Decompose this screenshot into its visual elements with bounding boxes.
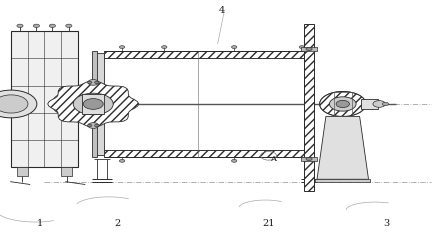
Circle shape <box>83 98 103 109</box>
Circle shape <box>306 157 312 161</box>
Bar <box>361 99 378 109</box>
Text: 21: 21 <box>262 219 275 228</box>
Circle shape <box>232 159 237 162</box>
Circle shape <box>0 90 37 118</box>
Circle shape <box>17 24 23 27</box>
Circle shape <box>88 80 99 85</box>
Text: A: A <box>270 155 276 163</box>
Circle shape <box>87 124 92 127</box>
Circle shape <box>320 92 366 116</box>
Circle shape <box>95 124 99 127</box>
Text: 4: 4 <box>219 6 225 15</box>
Circle shape <box>336 100 349 108</box>
Circle shape <box>95 81 99 84</box>
Circle shape <box>87 81 92 84</box>
Circle shape <box>0 95 28 113</box>
Circle shape <box>329 97 356 111</box>
Circle shape <box>373 101 385 107</box>
Bar <box>304 53 309 155</box>
Bar <box>304 24 314 191</box>
Circle shape <box>88 123 99 128</box>
Bar <box>104 51 304 58</box>
Circle shape <box>232 46 237 49</box>
Circle shape <box>66 24 72 27</box>
Bar <box>17 167 28 176</box>
Circle shape <box>162 46 167 49</box>
Circle shape <box>306 47 312 51</box>
Text: 2: 2 <box>115 219 121 228</box>
Circle shape <box>382 102 388 106</box>
Bar <box>92 51 97 157</box>
Circle shape <box>52 90 103 118</box>
Bar <box>61 167 72 176</box>
Bar <box>11 31 78 167</box>
Circle shape <box>73 93 113 115</box>
Bar <box>301 47 317 51</box>
Bar <box>96 53 104 155</box>
Polygon shape <box>317 116 369 179</box>
Circle shape <box>119 159 125 162</box>
Circle shape <box>33 24 40 27</box>
Circle shape <box>119 46 125 49</box>
Circle shape <box>299 46 305 49</box>
Circle shape <box>61 95 95 113</box>
Polygon shape <box>320 92 366 116</box>
Bar <box>104 150 304 157</box>
Bar <box>82 94 104 114</box>
Bar <box>334 92 352 116</box>
Text: 1: 1 <box>37 219 43 228</box>
Bar <box>315 179 370 182</box>
Polygon shape <box>48 81 139 127</box>
Circle shape <box>49 24 56 27</box>
Bar <box>301 157 317 161</box>
Text: 3: 3 <box>383 219 389 228</box>
